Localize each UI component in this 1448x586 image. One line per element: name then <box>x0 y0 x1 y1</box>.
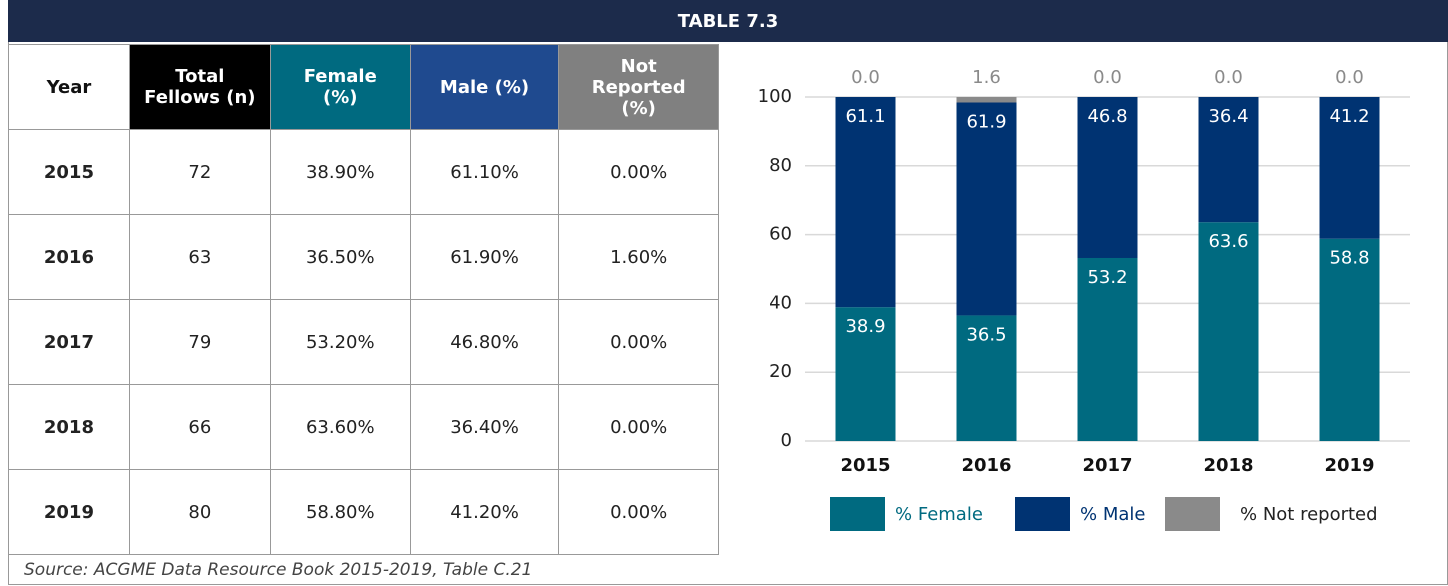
cell: 66 <box>128 384 271 470</box>
bar-segment <box>1198 222 1259 441</box>
y-tick-label: 60 <box>769 224 792 245</box>
y-tick-label: 100 <box>758 86 792 107</box>
data-label: 41.2 <box>1329 106 1369 127</box>
bar-segment <box>1198 97 1259 223</box>
data-label: 0.0 <box>1214 67 1243 88</box>
cell: 0.00% <box>558 469 719 555</box>
x-tick-label: 2017 <box>1082 455 1132 476</box>
data-label: 46.8 <box>1087 106 1127 127</box>
x-tick-label: 2015 <box>840 455 890 476</box>
bar-segment <box>1077 257 1138 441</box>
y-tick-label: 80 <box>769 155 792 176</box>
bar-segment <box>835 307 896 441</box>
legend-label: % Male <box>1080 504 1145 525</box>
bar-segment <box>1077 97 1138 258</box>
cell: 46.80% <box>409 299 560 385</box>
header-cell: Year <box>8 44 130 130</box>
cell: 80 <box>128 469 271 555</box>
data-label: 61.1 <box>845 106 885 127</box>
bar-segment <box>956 315 1017 441</box>
bar-segment <box>956 102 1017 316</box>
data-label: 61.9 <box>966 112 1006 133</box>
table-title: TABLE 7.3 <box>8 0 1448 42</box>
data-label: 38.9 <box>845 316 885 337</box>
cell: 36.40% <box>409 384 560 470</box>
source-note: Source: ACGME Data Resource Book 2015-20… <box>24 560 533 580</box>
cell: 61.90% <box>409 214 560 300</box>
x-tick-label: 2018 <box>1203 455 1253 476</box>
data-label: 0.0 <box>1335 67 1364 88</box>
legend-label: % Not reported <box>1240 504 1378 525</box>
legend-swatch <box>1015 497 1070 531</box>
bar-segment <box>1319 97 1380 239</box>
data-label: 36.5 <box>966 324 1006 345</box>
y-tick-label: 40 <box>769 292 792 313</box>
row-header: 2015 <box>8 129 130 215</box>
cell: 1.60% <box>558 214 719 300</box>
cell: 61.10% <box>409 129 560 215</box>
data-label: 63.6 <box>1208 231 1248 252</box>
data-label: 0.0 <box>1093 67 1122 88</box>
y-tick-label: 20 <box>769 361 792 382</box>
bar-segment <box>1319 238 1380 441</box>
header-cell: Total Fellows (n) <box>128 44 271 130</box>
header-cell: Male (%) <box>409 44 560 130</box>
data-label: 0.0 <box>851 67 880 88</box>
legend-swatch <box>830 497 885 531</box>
bar-segment <box>835 97 896 308</box>
cell: 0.00% <box>558 129 719 215</box>
y-tick-label: 0 <box>781 430 792 451</box>
x-tick-label: 2016 <box>961 455 1011 476</box>
x-tick-label: 2019 <box>1324 455 1374 476</box>
legend-label: % Female <box>895 504 983 525</box>
cell: 58.80% <box>269 469 411 555</box>
cell: 63.60% <box>269 384 411 470</box>
data-label: 53.2 <box>1087 267 1127 288</box>
data-table: Year Total Fellows (n) Female (%) Male (%) N… <box>8 44 719 555</box>
bar-segment <box>956 97 1017 103</box>
header-cell: Female (%) <box>269 44 411 130</box>
row-header: 2016 <box>8 214 130 300</box>
data-label: 58.8 <box>1329 248 1369 269</box>
row-header: 2017 <box>8 299 130 385</box>
data-label: 1.6 <box>972 67 1001 88</box>
cell: 36.50% <box>269 214 411 300</box>
cell: 63 <box>128 214 271 300</box>
cell: 0.00% <box>558 384 719 470</box>
header-cell: Not Reported (%) <box>558 44 719 130</box>
cell: 53.20% <box>269 299 411 385</box>
data-label: 36.4 <box>1208 106 1248 127</box>
legend-swatch <box>1165 497 1220 531</box>
cell: 79 <box>128 299 271 385</box>
